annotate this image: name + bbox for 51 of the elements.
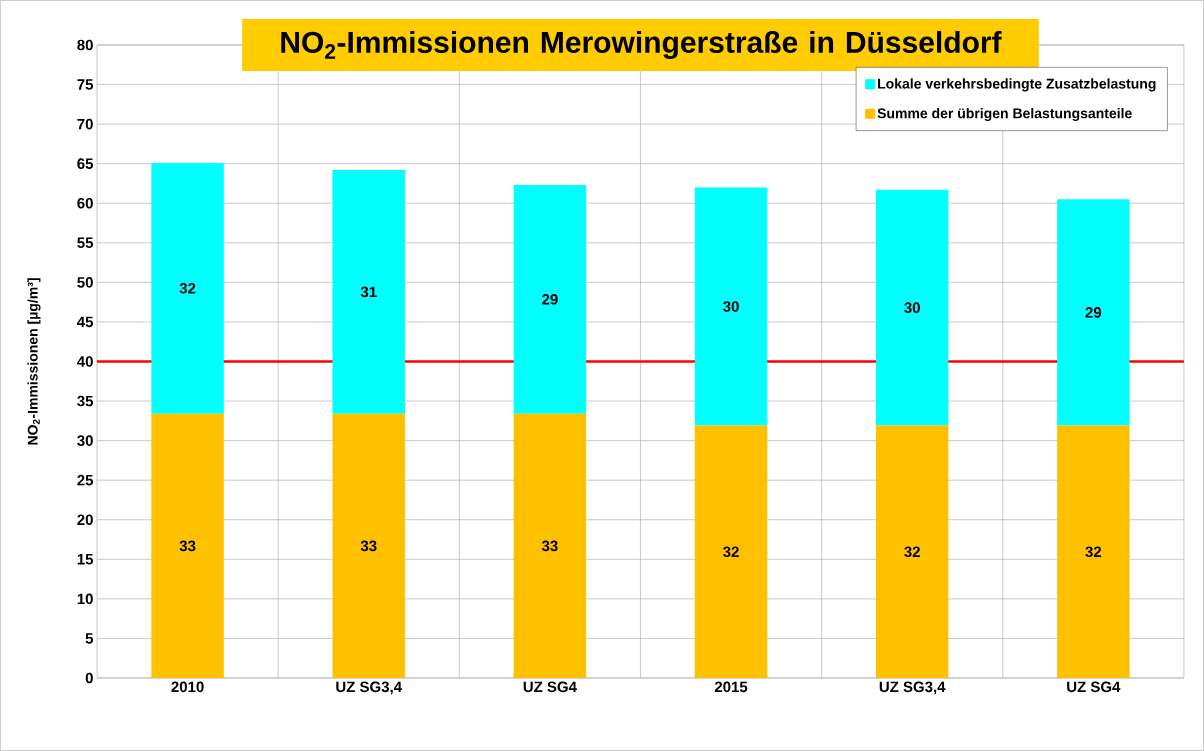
legend-label: Lokale verkehrsbedingte Zusatzbelastung	[878, 78, 1156, 92]
bar	[151, 162, 224, 414]
y-tick-label: 45	[77, 316, 94, 328]
data-label: 33	[541, 540, 558, 552]
data-label: 29	[542, 294, 558, 305]
y-tick-label: 75	[77, 79, 94, 90]
y-tick-label: 70	[77, 118, 93, 130]
x-tick-label: 2015	[714, 681, 748, 693]
bar	[513, 185, 587, 414]
y-tick-label: 25	[77, 474, 94, 486]
bar	[875, 425, 949, 678]
data-label: 29	[1085, 307, 1102, 318]
y-tick-label: 65	[77, 158, 94, 169]
data-label: 33	[360, 540, 377, 552]
y-tick-label: 55	[77, 237, 94, 249]
data-label: 32	[179, 282, 196, 294]
bar	[694, 187, 768, 426]
y-tick-label: 40	[77, 356, 93, 367]
legend-label: Summe der übrigen Belastungsanteile	[877, 107, 1132, 122]
y-tick-label: 5	[85, 633, 94, 644]
data-label: 32	[1085, 546, 1102, 558]
data-label: 30	[723, 301, 739, 312]
data-label: 30	[904, 302, 920, 314]
y-tick-label: 15	[77, 554, 94, 565]
y-tick-label: 10	[77, 593, 93, 605]
y-tick-label: 80	[77, 39, 93, 51]
bar	[513, 413, 587, 678]
data-label: 33	[179, 540, 196, 552]
y-tick-label: 0	[85, 672, 93, 684]
bar	[1057, 199, 1130, 426]
data-label: 31	[360, 286, 377, 298]
y-tick-label: 60	[77, 197, 93, 209]
data-label: 32	[723, 546, 739, 558]
x-tick-label: UZ SG4	[1067, 681, 1121, 693]
x-tick-label: 2010	[171, 681, 204, 693]
bar	[694, 425, 768, 678]
bar	[1057, 425, 1130, 678]
bar	[332, 413, 405, 678]
y-tick-label: 20	[77, 514, 93, 526]
x-tick-label: UZ SG3,4	[879, 681, 946, 695]
y-tick-label: 30	[77, 435, 93, 446]
bar	[151, 413, 224, 678]
bar	[332, 170, 405, 414]
y-tick-label: 35	[77, 395, 94, 407]
x-tick-label: UZ SG3,4	[336, 681, 402, 695]
bar	[875, 189, 949, 426]
chart-title: NO$_{2}$-Immissionen Merowingerstraße in Düsseldorf	[281, 30, 1002, 60]
x-tick-label: UZ SG4	[523, 681, 577, 693]
y-axis-title: NO$_{2}$-Immissionen [µg/m³]	[27, 278, 41, 445]
y-tick-label: 50	[77, 277, 93, 288]
data-label: 32	[904, 546, 920, 558]
